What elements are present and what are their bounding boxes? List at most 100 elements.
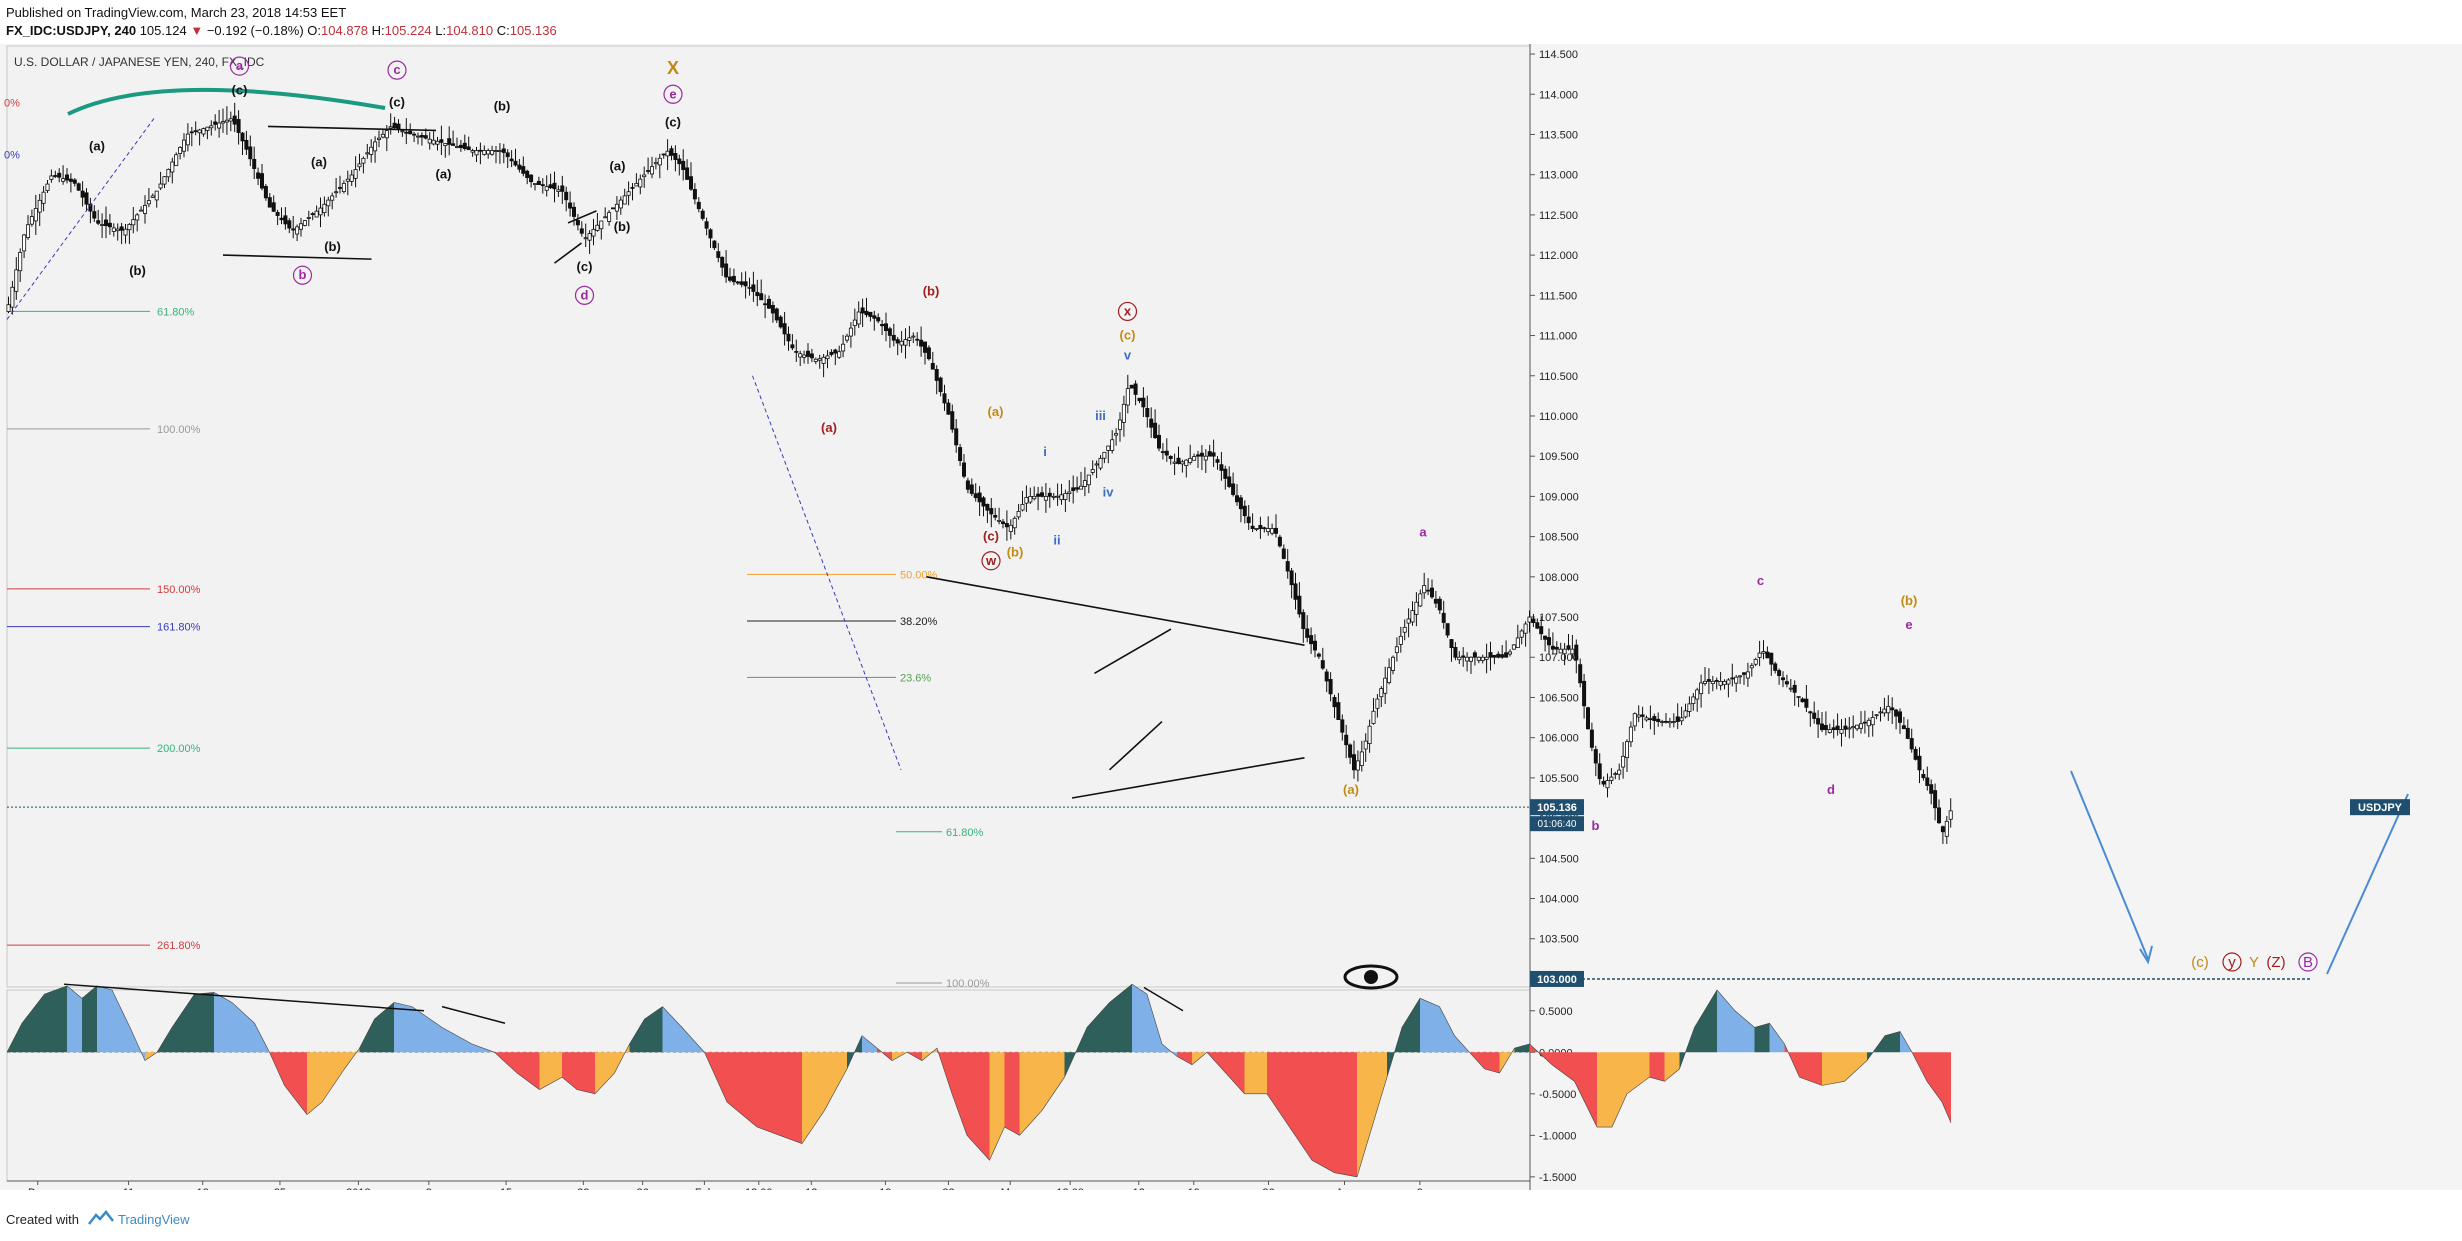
close-value: 105.136: [509, 23, 557, 38]
osc-area-segment: [1822, 1052, 1845, 1086]
candle: [1898, 708, 1903, 734]
candle: [1352, 740, 1357, 779]
candle: [1679, 706, 1684, 726]
fib-level-label: 150.00%: [157, 584, 201, 596]
trendline[interactable]: [554, 242, 582, 264]
candle: [400, 130, 405, 137]
candle: [1324, 668, 1329, 693]
wave-label: d: [581, 287, 589, 302]
candle: [1367, 719, 1372, 753]
fib-anchor-line[interactable]: [752, 375, 902, 771]
candle: [1827, 723, 1832, 734]
candle: [334, 178, 339, 198]
osc-area-segment: [967, 1052, 990, 1161]
candle: [1379, 686, 1384, 708]
triangle-inner-line[interactable]: [1094, 628, 1172, 675]
candle: [1671, 713, 1676, 728]
wave-circle: [292, 265, 313, 285]
y-tick-label: 113.500: [1539, 129, 1578, 141]
candle: [1242, 500, 1247, 524]
candle: [845, 333, 850, 343]
candle: [174, 152, 179, 166]
candle: [1207, 444, 1212, 457]
candle: [1554, 641, 1559, 655]
candle: [1675, 703, 1680, 730]
triangle-inner-line[interactable]: [1108, 721, 1163, 771]
projection-arrow-down[interactable]: [2070, 770, 2149, 960]
candle: [240, 132, 245, 155]
candle: [306, 210, 311, 227]
y-tick-label: 104.500: [1539, 853, 1579, 865]
triangle-lower-line[interactable]: [1071, 756, 1305, 799]
trendline[interactable]: [222, 254, 372, 260]
osc-trendline[interactable]: [441, 1005, 506, 1024]
chart-area[interactable]: U.S. DOLLAR / JAPANESE YEN, 240, FX_IDC 1…: [0, 44, 2462, 1199]
candle: [1944, 816, 1949, 844]
candle: [1363, 733, 1368, 762]
candle: [868, 311, 873, 322]
candle: [197, 128, 202, 146]
osc-area-segment: [284, 1052, 307, 1115]
candle: [552, 171, 557, 203]
wave-circle: [574, 285, 595, 305]
close-label: C:: [496, 23, 510, 38]
osc-trendline[interactable]: [1143, 986, 1184, 1012]
wave-label: (b): [494, 98, 511, 113]
osc-area-segment: [1735, 1010, 1755, 1053]
trendline[interactable]: [267, 125, 437, 132]
candle: [1125, 374, 1130, 414]
osc-area-segment: [359, 1019, 375, 1053]
candle: [1917, 747, 1922, 784]
candle: [946, 399, 951, 415]
wave-label: (b): [614, 219, 631, 234]
candle: [490, 145, 495, 156]
candle: [142, 195, 147, 224]
candle: [1500, 645, 1505, 659]
candle: [1862, 710, 1867, 734]
candle: [1866, 717, 1871, 738]
candle: [1274, 514, 1279, 538]
countdown-tag: [1530, 816, 1584, 832]
candle: [1211, 439, 1216, 468]
candle: [1948, 798, 1953, 828]
osc-y-tick-label: -0.5000: [1539, 1089, 1576, 1101]
candle: [256, 167, 261, 186]
candle: [1410, 601, 1415, 626]
main-pane[interactable]: [6, 45, 1531, 988]
triangle-upper-line[interactable]: [926, 576, 1305, 646]
wave-label: (b): [324, 239, 341, 254]
low-value: 104.810: [446, 23, 494, 38]
candle: [1055, 483, 1060, 506]
candle: [1539, 616, 1544, 641]
open-label: O:: [307, 23, 322, 38]
candle: [252, 146, 257, 180]
candle: [353, 156, 358, 188]
osc-area-segment: [517, 1052, 540, 1090]
candle: [1784, 674, 1789, 688]
cycle-arc[interactable]: [67, 87, 386, 116]
candle: [1094, 460, 1099, 479]
candle: [22, 233, 27, 259]
trendline[interactable]: [567, 210, 597, 224]
osc-trendline[interactable]: [63, 983, 425, 1012]
price-scale[interactable]: [1530, 44, 2462, 1190]
candle: [1792, 680, 1797, 706]
candle: [704, 217, 709, 236]
candle: [1667, 717, 1672, 728]
osc-area-segment: [1312, 1052, 1335, 1173]
candle: [895, 336, 900, 356]
wave-label: ii: [1053, 533, 1060, 548]
candle: [1558, 642, 1563, 654]
candle: [1149, 407, 1154, 438]
chart-svg[interactable]: U.S. DOLLAR / JAPANESE YEN, 240, FX_IDC 1…: [0, 44, 2462, 1199]
candle: [68, 173, 73, 193]
candle: [1320, 647, 1325, 671]
eye-icon[interactable]: [1343, 964, 1399, 990]
wave-circle: [387, 60, 407, 80]
target-price-tag: [1530, 970, 1584, 987]
wave-label: e: [669, 86, 676, 101]
osc-area-segment: [1664, 1052, 1680, 1082]
osc-area-segment: [1004, 1052, 1020, 1136]
projection-arrow-up[interactable]: [2326, 793, 2409, 975]
tradingview-brand-link[interactable]: TradingView: [118, 1212, 190, 1227]
